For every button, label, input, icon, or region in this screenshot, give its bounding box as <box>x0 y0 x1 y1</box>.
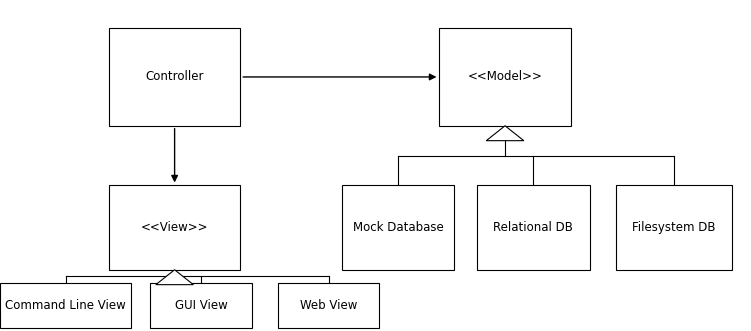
Polygon shape <box>487 126 524 141</box>
Text: GUI View: GUI View <box>174 299 228 312</box>
Polygon shape <box>156 270 194 285</box>
FancyBboxPatch shape <box>477 185 590 270</box>
Text: Filesystem DB: Filesystem DB <box>632 221 716 234</box>
Text: Mock Database: Mock Database <box>353 221 443 234</box>
Text: Web View: Web View <box>300 299 357 312</box>
FancyBboxPatch shape <box>109 28 240 126</box>
FancyBboxPatch shape <box>342 185 454 270</box>
FancyBboxPatch shape <box>109 185 240 270</box>
FancyBboxPatch shape <box>0 283 131 328</box>
FancyBboxPatch shape <box>150 283 252 328</box>
Text: Command Line View: Command Line View <box>5 299 126 312</box>
FancyBboxPatch shape <box>439 28 571 126</box>
Text: Relational DB: Relational DB <box>493 221 573 234</box>
Text: <<View>>: <<View>> <box>141 221 208 234</box>
Text: Controller: Controller <box>146 71 204 83</box>
FancyBboxPatch shape <box>278 283 379 328</box>
FancyBboxPatch shape <box>616 185 732 270</box>
Text: <<Model>>: <<Model>> <box>468 71 542 83</box>
